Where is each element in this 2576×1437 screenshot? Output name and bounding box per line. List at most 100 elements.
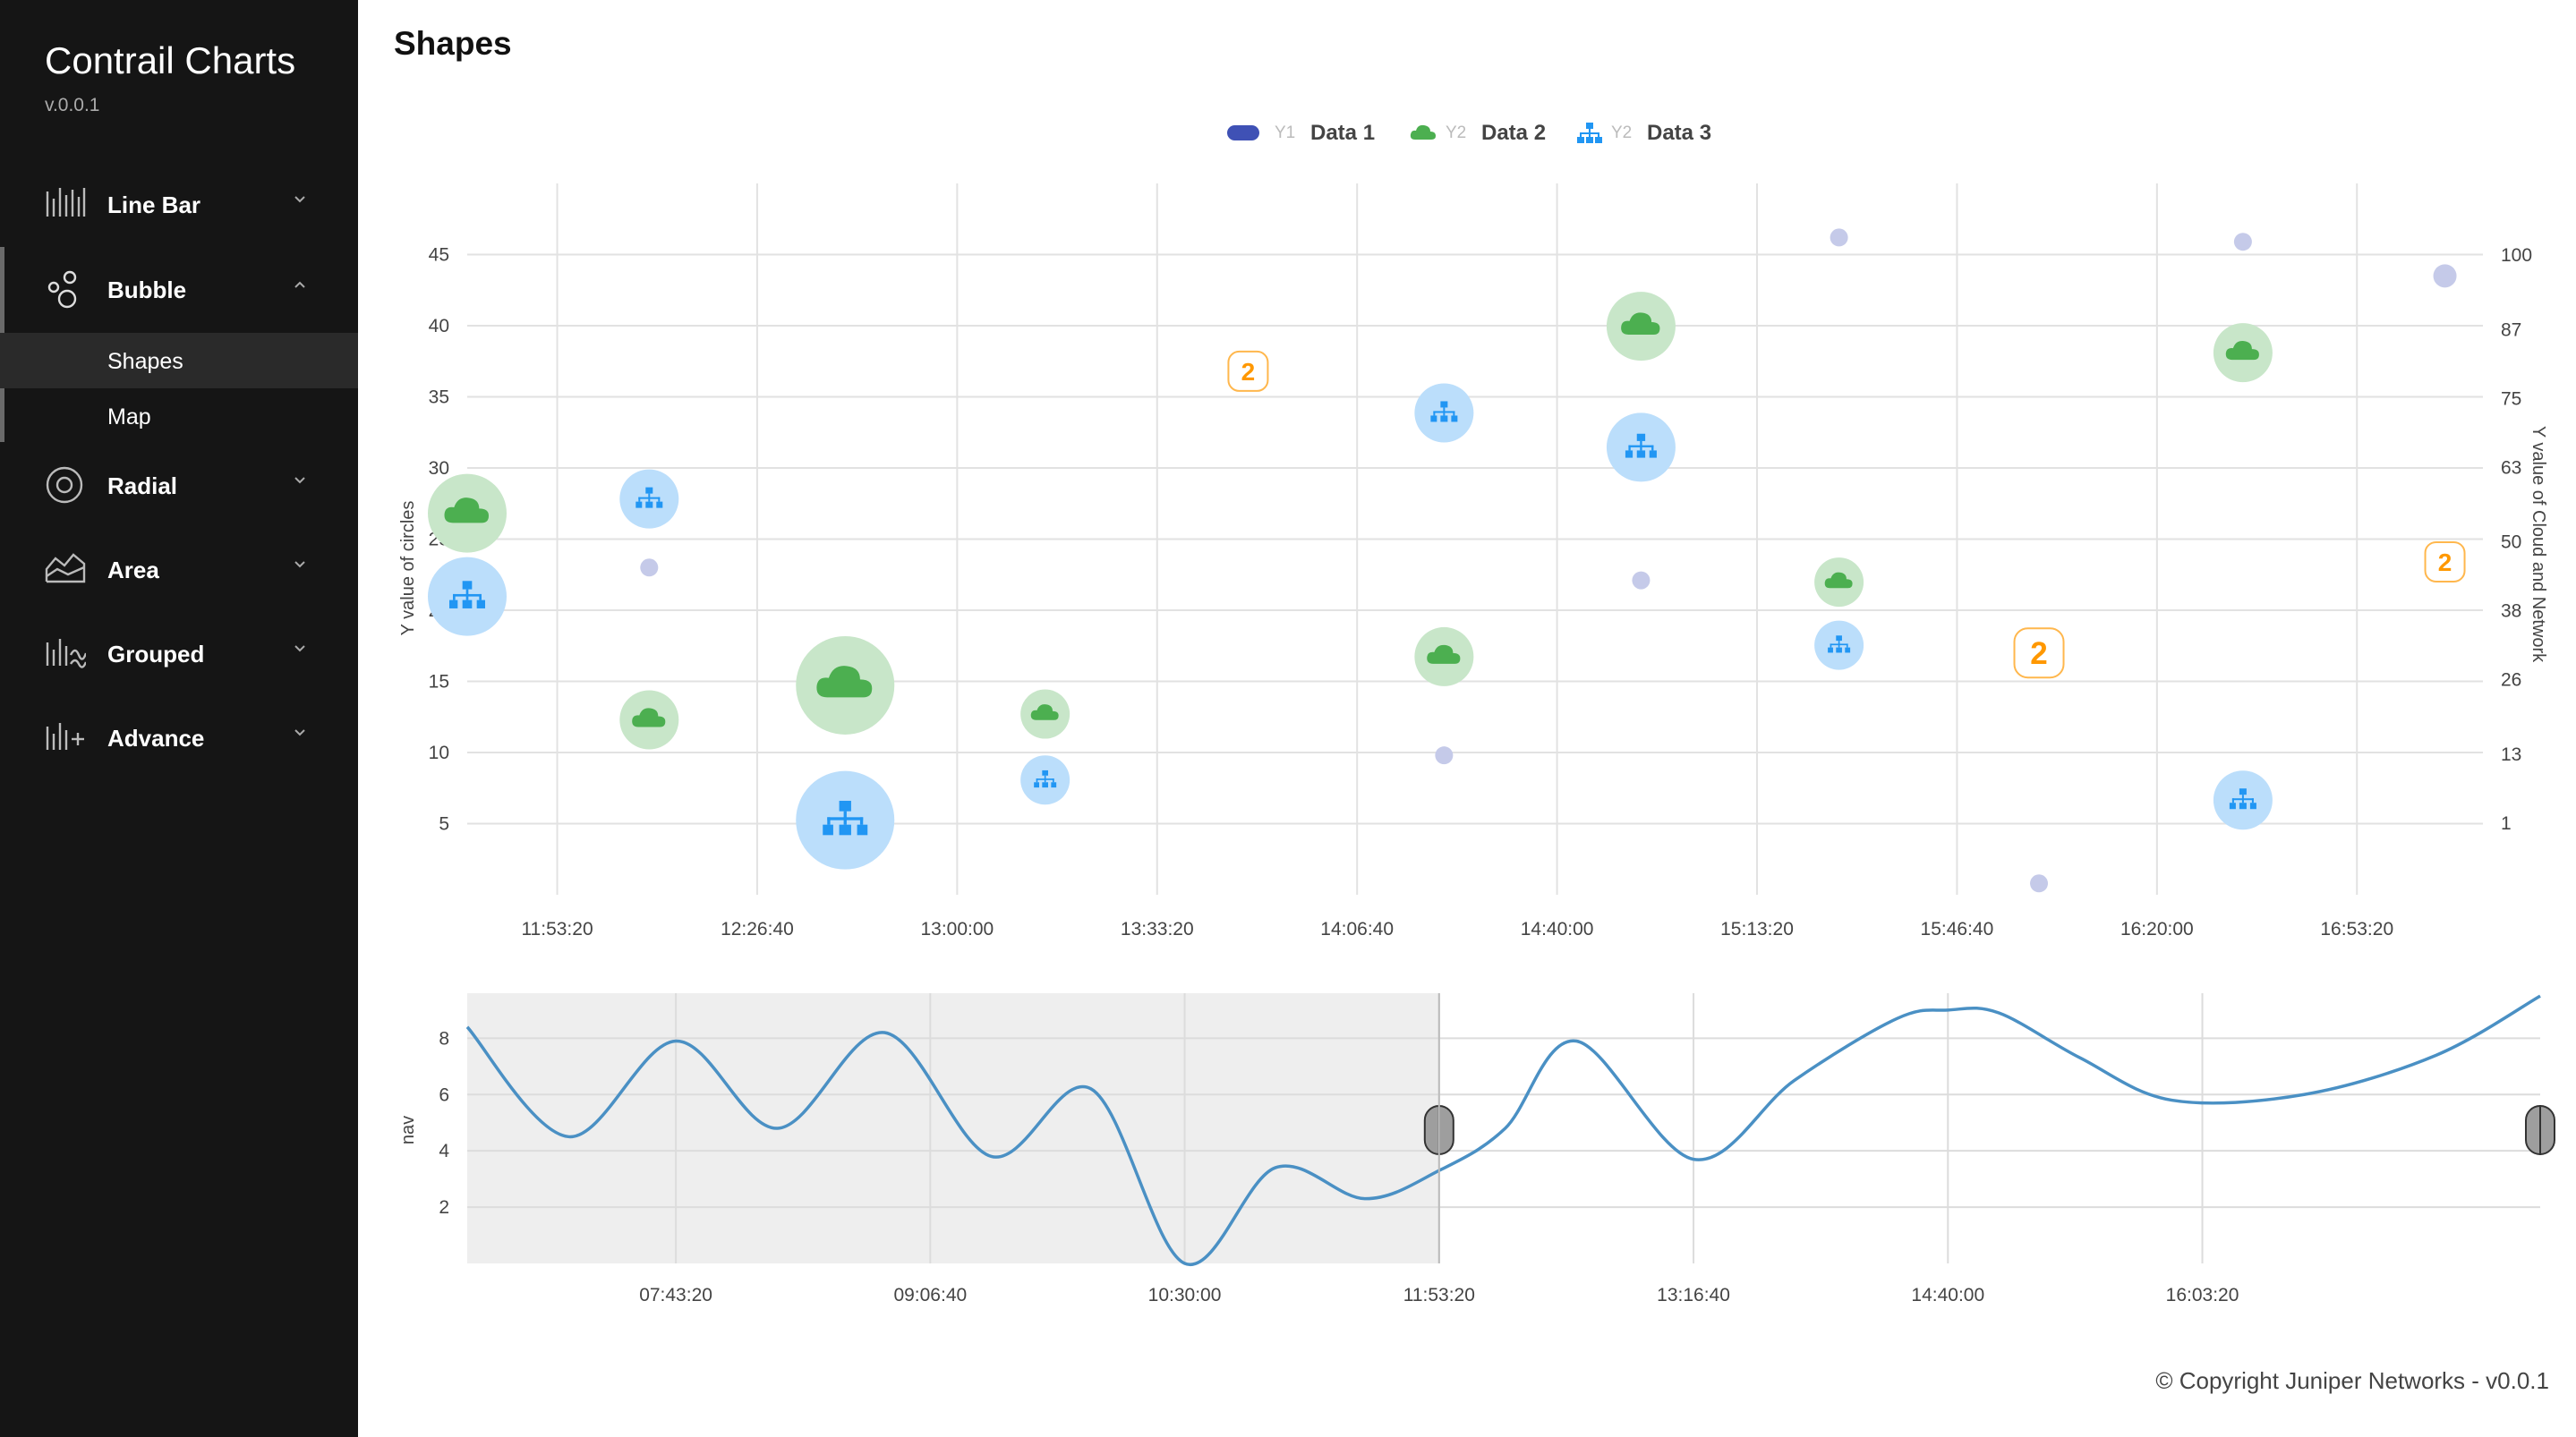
- copyright-text: © Copyright Juniper Networks - v0.0.1: [2155, 1367, 2549, 1394]
- y2-tick-label: 50: [2501, 532, 2521, 553]
- nav-series-line: [465, 994, 2541, 1267]
- network-icon-part: [827, 817, 831, 825]
- network-icon-part: [1443, 407, 1446, 412]
- cloud-icon: [816, 666, 873, 698]
- network-icon-part: [479, 593, 482, 600]
- network-icon-part: [1640, 445, 1642, 451]
- network-icon-part: [1036, 778, 1038, 783]
- network-icon: [2229, 788, 2256, 810]
- x-tick-label: 16:53:20: [2320, 919, 2393, 940]
- network-icon-part: [1042, 782, 1048, 788]
- data1-point: [2433, 264, 2457, 288]
- sidebar-item-bubble[interactable]: Bubble: [0, 253, 358, 325]
- cloud-icon: [444, 497, 489, 523]
- brush-handle-right: [2539, 1104, 2555, 1156]
- network-icon-part: [1649, 450, 1657, 458]
- network-icon-part: [1440, 415, 1448, 422]
- selection-shade: [467, 993, 1439, 1263]
- sidebar-subitem-label: Shapes: [107, 349, 183, 374]
- network-icon-part: [1451, 415, 1458, 422]
- network-icon-part: [656, 501, 663, 508]
- y2-tick-label: 13: [2501, 744, 2521, 765]
- nav-grid: [467, 993, 2540, 1263]
- x-tick-label: 14:06:40: [1320, 919, 1394, 940]
- x-tick-label: 07:43:20: [639, 1285, 712, 1305]
- network-icon-part: [648, 497, 651, 502]
- nav-marks: [465, 993, 2555, 1267]
- bubble-chart[interactable]: 11:53:20 12:26:40 13:00:00 13:33:20 14:06:40…: [0, 0, 2576, 984]
- y-tick-label: 8: [439, 1028, 449, 1049]
- network-icon-part: [1828, 647, 1833, 653]
- cluster-badge: [2424, 540, 2466, 582]
- legend-axis-tag: Y2: [1611, 123, 1633, 142]
- sidebar-item-advance[interactable]: Advance: [0, 701, 358, 773]
- network-icon: [823, 800, 868, 836]
- x-tick-label: 13:16:40: [1657, 1285, 1730, 1305]
- nav-axis-title: nav: [398, 1116, 418, 1144]
- legend-axis-tag: Y1: [1275, 123, 1296, 142]
- cluster-badge: [2013, 627, 2065, 679]
- network-icon-part: [1052, 778, 1054, 783]
- sidebar: Contrail Charts v.0.0.1 Line Bar Bubble …: [0, 0, 358, 1437]
- network-icon-part: [462, 599, 473, 608]
- legend-label: Data 3: [1647, 121, 1712, 145]
- cloud-icon: [1030, 704, 1059, 720]
- y2-tick-label: 100: [2501, 245, 2532, 266]
- y1-tick-label: 40: [429, 316, 449, 336]
- network-icon-part: [462, 581, 473, 590]
- chevron-down-icon: [294, 477, 305, 484]
- network-icon-part: [1846, 643, 1848, 648]
- network-icon-part: [476, 599, 485, 608]
- y1-tick-label: 35: [429, 387, 449, 408]
- sidebar-subitem-label: Map: [107, 404, 151, 429]
- cloud-icon: [1410, 124, 1436, 140]
- sidebar-item-grouped[interactable]: Grouped: [0, 617, 358, 689]
- y2-tick-label: 75: [2501, 388, 2521, 409]
- sidebar-item-area[interactable]: Area: [0, 533, 358, 605]
- network-icon-part: [1430, 415, 1437, 422]
- legend-label: Data 1: [1310, 121, 1376, 145]
- brand-title[interactable]: Contrail Charts: [45, 39, 296, 81]
- x-tick-label: 10:30:00: [1148, 1285, 1222, 1305]
- network-icon-part: [1443, 411, 1446, 416]
- x-tick-label: 15:13:20: [1720, 919, 1794, 940]
- navigation-chart[interactable]: 07:43:20 09:06:40 10:30:00 11:53:20 13:16:40…: [0, 984, 2576, 1324]
- sidebar-subitem-shapes[interactable]: Shapes: [0, 333, 358, 388]
- y2-axis-title: Y value of Cloud and Network: [2529, 426, 2548, 663]
- network-icon-part: [823, 824, 833, 836]
- network-icon: [1430, 401, 1458, 422]
- chart-legend: Y1 Data 1 Y2 Data 2 Y2 Data 3: [0, 118, 2576, 149]
- y1-tick-label: 5: [439, 814, 449, 835]
- sidebar-subitem-map[interactable]: Map: [0, 388, 358, 444]
- network-icon: [1577, 123, 1602, 143]
- x-tick-label: 14:40:00: [1521, 919, 1594, 940]
- network-icon-part: [1636, 433, 1646, 441]
- y-tick-label: 6: [439, 1084, 449, 1105]
- sidebar-item-label: Grouped: [107, 641, 205, 667]
- data1-point: [640, 558, 659, 577]
- network-icon-part: [839, 824, 851, 836]
- network-icon-part: [1044, 778, 1046, 783]
- y2-tick-label: 87: [2501, 319, 2521, 340]
- y2-tick-label: 38: [2501, 601, 2521, 622]
- cloud-icon: [2225, 341, 2259, 361]
- network-icon-part: [2239, 788, 2247, 795]
- y1-tick-label: 15: [429, 672, 449, 693]
- chevron-down-icon: [294, 729, 305, 736]
- cluster-badge: [1227, 350, 1269, 392]
- network-icon: [1828, 635, 1851, 653]
- bubble-icon: [47, 270, 77, 309]
- network-icon-part: [449, 599, 458, 608]
- page-title: Shapes: [394, 25, 512, 62]
- cluster-count: 2: [1241, 358, 1256, 386]
- x-tick-label: 13:33:20: [1121, 919, 1194, 940]
- brush-handle-left: [1423, 1104, 1440, 1156]
- network-icon-part: [1845, 647, 1851, 653]
- legend-axis-tag: Y2: [1446, 123, 1467, 142]
- y1-tick-label: 45: [429, 245, 449, 266]
- sidebar-item-radial[interactable]: Radial: [0, 449, 358, 521]
- network-icon-part: [1838, 641, 1840, 645]
- network-icon-part: [1836, 635, 1842, 642]
- chart-axes: 11:53:20 12:26:40 13:00:00 13:33:20 14:06:40…: [429, 245, 2532, 940]
- sidebar-item-line-bar[interactable]: Line Bar: [0, 168, 358, 240]
